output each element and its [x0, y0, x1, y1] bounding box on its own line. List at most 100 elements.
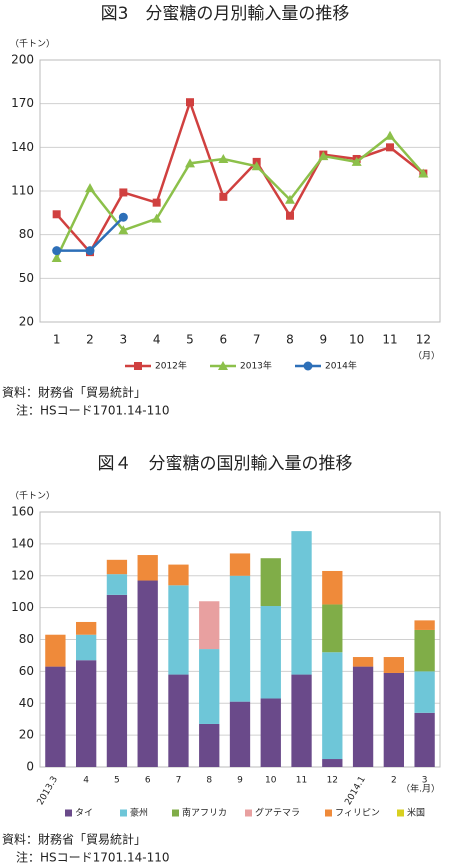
bar-segment — [260, 698, 281, 767]
series-line — [56, 216, 125, 252]
x-tick-label: 6 — [220, 333, 228, 347]
bar-segment — [322, 570, 343, 605]
marker — [418, 168, 429, 178]
y-tick-label: 140 — [11, 536, 34, 550]
legend-marker — [134, 362, 142, 370]
marker — [251, 161, 262, 171]
bar-segment — [45, 666, 66, 767]
bar-segment — [291, 531, 312, 675]
bar-segment — [260, 558, 281, 607]
bar-segment — [229, 701, 251, 767]
legend-swatch — [172, 809, 179, 817]
y-unit: （千トン） — [10, 491, 55, 502]
legend-label: フィリピン — [335, 808, 380, 819]
x-tick-label: 12 — [327, 776, 338, 786]
y-tick-label: 60 — [19, 664, 34, 678]
source-note: 資料：財務省「貿易統計」 — [2, 385, 146, 400]
x-tick-label: 12 — [416, 333, 431, 347]
marker — [85, 183, 95, 193]
bar-segment — [106, 559, 128, 575]
marker — [85, 246, 95, 256]
marker — [52, 210, 61, 219]
x-tick-label: 11 — [382, 333, 397, 347]
x-tick-label: 7 — [253, 333, 261, 347]
x-tick-label: 8 — [206, 776, 212, 786]
y-tick-label: 80 — [19, 227, 34, 241]
x-tick-label: 10 — [349, 333, 364, 347]
marker — [151, 213, 162, 223]
bar-segment — [199, 723, 220, 767]
legend-swatch — [397, 809, 404, 817]
x-tick-label: 7 — [176, 776, 182, 786]
y-tick-label: 20 — [19, 728, 34, 742]
x-tick-label: 9 — [320, 333, 328, 347]
x-tick-label: 2014.1 — [343, 775, 367, 807]
bar-segment — [260, 606, 281, 699]
y-tick-label: 80 — [19, 632, 34, 646]
marker — [286, 211, 294, 220]
bar-segment — [229, 553, 251, 576]
y-tick-label: 0 — [26, 760, 34, 774]
legend-swatch — [65, 809, 72, 817]
legend-label: 南アフリカ — [182, 807, 227, 819]
marker — [386, 143, 394, 152]
bar-segment — [76, 660, 97, 767]
x-tick-label: 6 — [145, 776, 151, 786]
legend-label: グアテマラ — [255, 807, 300, 819]
source-note: 資料：財務省「貿易統計」 — [2, 832, 146, 847]
bar-segment — [414, 712, 435, 767]
marker — [385, 130, 395, 140]
marker — [51, 252, 62, 262]
bar-segment — [383, 672, 404, 767]
x-tick-label: 4 — [153, 333, 161, 347]
marker — [118, 212, 128, 222]
bar-segment — [352, 657, 374, 667]
bar-segment — [414, 620, 435, 630]
x-tick-label: 1 — [53, 333, 61, 347]
legend-label: 2013年 — [240, 360, 272, 372]
marker — [185, 158, 195, 168]
x-unit: （月） — [413, 351, 440, 362]
legend-swatch — [325, 809, 332, 817]
y-tick-label: 50 — [19, 271, 34, 285]
marker — [186, 98, 194, 107]
x-tick-label: 3 — [120, 333, 128, 347]
legend-swatch — [120, 809, 127, 817]
legend-marker — [303, 361, 313, 371]
y-tick-label: 20 — [19, 315, 34, 329]
bar-segment — [322, 652, 343, 760]
y-tick-label: 110 — [11, 184, 34, 198]
chart-title: 図４ 分蜜糖の国別輸入量の推移 — [98, 454, 353, 474]
y-tick-label: 120 — [11, 568, 34, 582]
x-tick-label: 2013.3 — [36, 775, 60, 807]
bar-segment — [414, 629, 435, 672]
marker — [119, 188, 128, 197]
y-tick-label: 100 — [11, 600, 34, 614]
bar-segment — [106, 574, 128, 595]
marker — [218, 153, 229, 163]
x-tick-label: 11 — [296, 776, 307, 786]
marker — [52, 246, 62, 256]
marker — [219, 192, 228, 201]
y-tick-label: 40 — [19, 696, 34, 710]
x-tick-label: 9 — [237, 776, 243, 786]
legend-label: 米国 — [407, 807, 425, 819]
marker — [318, 151, 329, 161]
bar-segment — [199, 649, 220, 724]
legend-marker — [218, 361, 228, 370]
legend-label: 2012年 — [155, 360, 187, 372]
bar-segment — [137, 580, 158, 767]
marker — [285, 194, 295, 204]
y-tick-label: 160 — [11, 505, 34, 519]
y-unit: （千トン） — [10, 39, 55, 50]
x-unit: （年.月） — [401, 783, 440, 795]
bar-segment — [168, 585, 189, 675]
x-tick-label: 2 — [391, 776, 397, 786]
legend-swatch — [245, 809, 252, 817]
y-tick-label: 170 — [11, 96, 34, 110]
bar-segment — [76, 621, 97, 635]
source-note: 注：HSコード1701.14-110 — [16, 403, 170, 418]
x-tick-label: 8 — [286, 333, 294, 347]
x-tick-label: 2 — [86, 333, 94, 347]
